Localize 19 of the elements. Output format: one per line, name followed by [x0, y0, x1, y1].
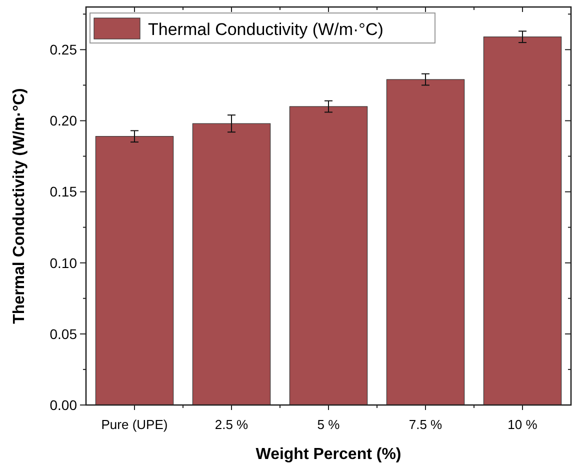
y-tick-label: 0.15: [50, 184, 78, 200]
y-axis-title: Thermal Conductivity (W/m·°C): [11, 88, 28, 324]
bar: [386, 79, 465, 406]
x-tick-label: 10 %: [508, 417, 538, 432]
x-axis-title: Weight Percent (%): [256, 446, 402, 463]
text: 0.00: [50, 396, 77, 413]
y-tick-label: 0.10: [50, 254, 78, 271]
legend-label: Thermal Conductivity (W/m·°C): [148, 20, 384, 39]
bar: [95, 136, 174, 406]
bar: [483, 36, 562, 406]
x-tick-label: 7.5 %: [408, 417, 443, 432]
y-tick-label: 0.20: [50, 112, 78, 129]
bar: [289, 106, 368, 406]
bar: [192, 123, 271, 406]
x-tick-label: 2.5 %: [214, 417, 249, 432]
x-tick-label: Pure (UPE): [101, 417, 168, 432]
y-tick-label: 0.25: [50, 42, 78, 58]
y-tick-label: 0.05: [50, 326, 78, 342]
x-tick-label: 5 %: [317, 417, 340, 432]
